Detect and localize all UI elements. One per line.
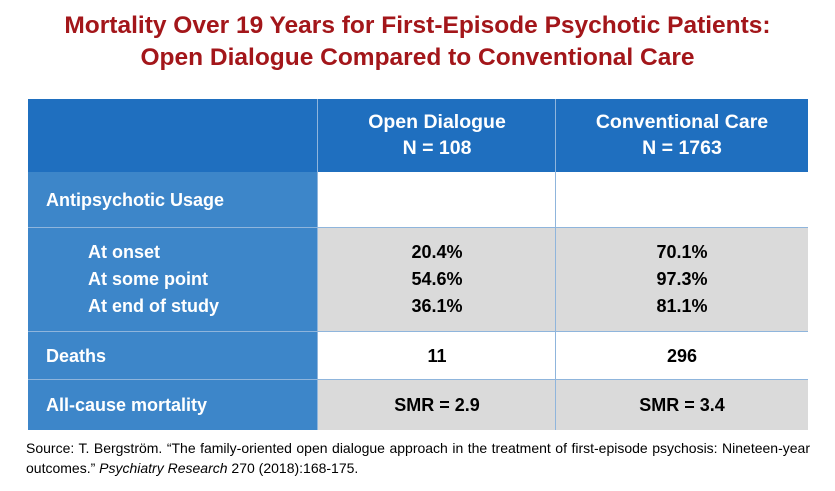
conv-deaths-cell: 296 (556, 332, 808, 380)
grid-line-horizontal-2 (28, 331, 808, 332)
header-conventional-care-name: Conventional Care (595, 111, 769, 133)
source-citation: Source: T. Bergström. “The family-orient… (26, 438, 810, 478)
open-deaths-cell: 11 (318, 332, 556, 380)
deaths-label: Deaths (46, 345, 107, 366)
header-corner (28, 99, 318, 172)
mortality-table: Open Dialogue N = 108 Conventional Care … (28, 99, 808, 430)
source-prefix: Source: T. Bergström. “The family-orient… (26, 440, 810, 476)
title-line-2: Open Dialogue Compared to Conventional C… (140, 44, 695, 71)
label-at-end-of-study: At end of study (88, 296, 219, 316)
header-open-dialogue-name: Open Dialogue (368, 111, 506, 133)
conv-at-end-value: 81.1% (656, 296, 708, 316)
header-open-dialogue-n: N = 108 (402, 137, 472, 159)
conv-at-some-point-value: 97.3% (656, 269, 708, 289)
row-label-all-cause-mortality: All-cause mortality (28, 380, 318, 430)
grid-line-vertical-1 (317, 99, 318, 430)
conv-at-onset-value: 70.1% (656, 242, 708, 262)
open-mortality-cell: SMR = 2.9 (318, 380, 556, 430)
conv-mortality-cell: SMR = 3.4 (556, 380, 808, 430)
slide-title: Mortality Over 19 Years for First-Episod… (0, 10, 835, 74)
antipsychotic-usage-label: Antipsychotic Usage (46, 189, 225, 210)
label-at-some-point: At some point (88, 269, 208, 289)
mortality-label: All-cause mortality (46, 394, 208, 415)
label-at-onset: At onset (88, 242, 160, 262)
header-conventional-care: Conventional Care N = 1763 (556, 99, 808, 172)
open-at-onset-value: 20.4% (411, 242, 463, 262)
open-mortality-value: SMR = 2.9 (394, 394, 480, 415)
header-open-dialogue: Open Dialogue N = 108 (318, 99, 556, 172)
conv-mortality-value: SMR = 3.4 (639, 394, 725, 415)
source-suffix: 270 (2018):168-175. (227, 460, 359, 476)
grid-line-horizontal-1 (28, 227, 808, 228)
row-label-antipsychotic-usage: Antipsychotic Usage (28, 172, 318, 228)
open-at-some-point-value: 54.6% (411, 269, 463, 289)
row-label-deaths: Deaths (28, 332, 318, 380)
grid-line-horizontal-3 (28, 379, 808, 380)
title-line-1: Mortality Over 19 Years for First-Episod… (64, 12, 771, 39)
header-conventional-care-n: N = 1763 (642, 137, 722, 159)
grid-line-vertical-2 (555, 99, 556, 430)
open-deaths-value: 11 (427, 345, 447, 366)
antipsychotic-conv-empty (556, 172, 808, 228)
row-label-usage-timepoints: At onset At some point At end of study (28, 228, 318, 332)
conv-usage-values: 70.1% 97.3% 81.1% (556, 228, 808, 332)
open-at-end-value: 36.1% (411, 296, 463, 316)
antipsychotic-open-empty (318, 172, 556, 228)
conv-deaths-value: 296 (666, 345, 698, 366)
open-usage-values: 20.4% 54.6% 36.1% (318, 228, 556, 332)
source-journal: Psychiatry Research (99, 460, 228, 476)
